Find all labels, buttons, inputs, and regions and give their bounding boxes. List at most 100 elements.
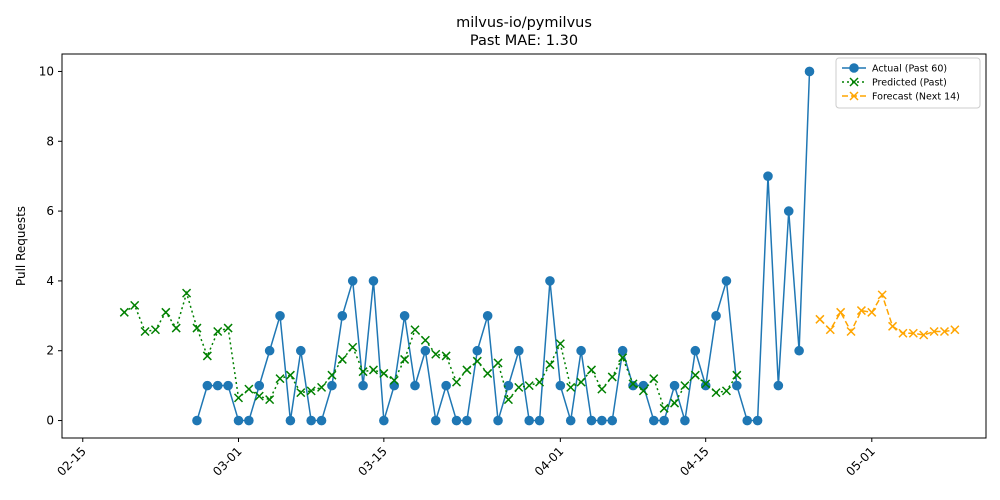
data-point (565, 415, 576, 426)
data-point (493, 415, 503, 426)
data-point (150, 325, 160, 335)
data-point (254, 391, 264, 401)
data-point (420, 345, 431, 356)
data-point (929, 326, 939, 337)
data-point (607, 372, 617, 382)
data-point (223, 323, 233, 333)
data-point (348, 342, 358, 352)
data-point (161, 307, 171, 317)
data-point (410, 380, 420, 391)
data-point (400, 354, 410, 364)
series-line (196, 71, 811, 422)
y-tick-label: 4 (46, 274, 54, 288)
data-point (130, 300, 140, 310)
data-point (431, 349, 441, 359)
data-point (441, 380, 451, 391)
series-predicted-past (119, 288, 742, 413)
data-point (721, 276, 732, 286)
y-tick-label: 2 (46, 344, 54, 358)
data-point (919, 330, 929, 340)
legend-marker (849, 77, 859, 87)
data-point (846, 326, 856, 337)
legend-item-actual-past-60: Actual (Past 60) (842, 63, 947, 75)
series-actual-past-60 (192, 66, 815, 426)
data-point (586, 415, 597, 426)
legend-label: Predicted (Past) (872, 78, 947, 89)
data-point (275, 374, 285, 384)
series-line (819, 293, 955, 336)
data-point (514, 382, 524, 392)
data-point (535, 377, 545, 387)
data-point (399, 311, 410, 321)
data-point (182, 288, 192, 298)
data-point (296, 388, 306, 398)
data-point (358, 380, 368, 391)
data-point (472, 356, 482, 366)
series-forecast-next-14 (815, 290, 960, 340)
data-point (680, 381, 690, 391)
data-point (607, 415, 618, 426)
data-point (379, 415, 389, 426)
data-point (555, 380, 566, 391)
legend: Actual (Past 60) Predicted (Past) Forecast… (835, 57, 981, 109)
data-point (618, 353, 628, 363)
data-point (534, 415, 545, 426)
data-point (742, 415, 753, 426)
data-point (545, 360, 555, 370)
data-point (804, 66, 815, 77)
data-point (773, 380, 784, 391)
data-point (244, 384, 254, 394)
data-point (451, 377, 462, 387)
y-tick-label: 8 (46, 134, 54, 148)
data-point (670, 398, 680, 408)
data-point (732, 370, 742, 380)
data-point (119, 307, 129, 317)
data-point (586, 365, 597, 375)
data-point (264, 345, 275, 356)
data-point (628, 379, 638, 389)
data-point (888, 321, 898, 331)
data-point (410, 325, 420, 335)
data-point (192, 323, 202, 333)
data-point (275, 311, 285, 321)
data-point (503, 395, 513, 405)
data-point (389, 375, 399, 385)
data-point (472, 345, 483, 356)
data-point (867, 307, 877, 317)
data-point (441, 351, 451, 361)
data-point (171, 323, 181, 333)
data-point (285, 415, 296, 426)
chart-title: milvus-io/pymilvus (456, 15, 592, 31)
data-point (327, 370, 337, 380)
data-point (752, 415, 763, 426)
data-point (295, 345, 306, 356)
data-point (597, 415, 607, 426)
data-point (306, 386, 316, 396)
data-point (306, 415, 316, 426)
data-point (566, 382, 576, 392)
data-point (140, 326, 150, 337)
y-tick-label: 10 (39, 64, 54, 78)
data-point (420, 335, 430, 345)
data-point (649, 374, 659, 384)
data-point (379, 368, 389, 378)
chart-subtitle: Past MAE: 1.30 (470, 33, 578, 49)
data-point (721, 386, 731, 396)
data-point (244, 415, 254, 426)
y-axis-label: Pull Requests (14, 206, 28, 286)
data-point (223, 380, 233, 391)
data-point (192, 415, 202, 426)
data-point (732, 380, 742, 391)
data-point (514, 345, 524, 356)
legend-marker (849, 63, 859, 73)
data-point (254, 380, 265, 391)
data-point (482, 311, 493, 321)
data-point (836, 307, 846, 317)
data-point (285, 370, 295, 380)
data-point (524, 415, 534, 426)
data-point (690, 370, 700, 380)
data-point (597, 384, 607, 394)
legend-marker (849, 91, 859, 101)
data-point (669, 380, 680, 391)
